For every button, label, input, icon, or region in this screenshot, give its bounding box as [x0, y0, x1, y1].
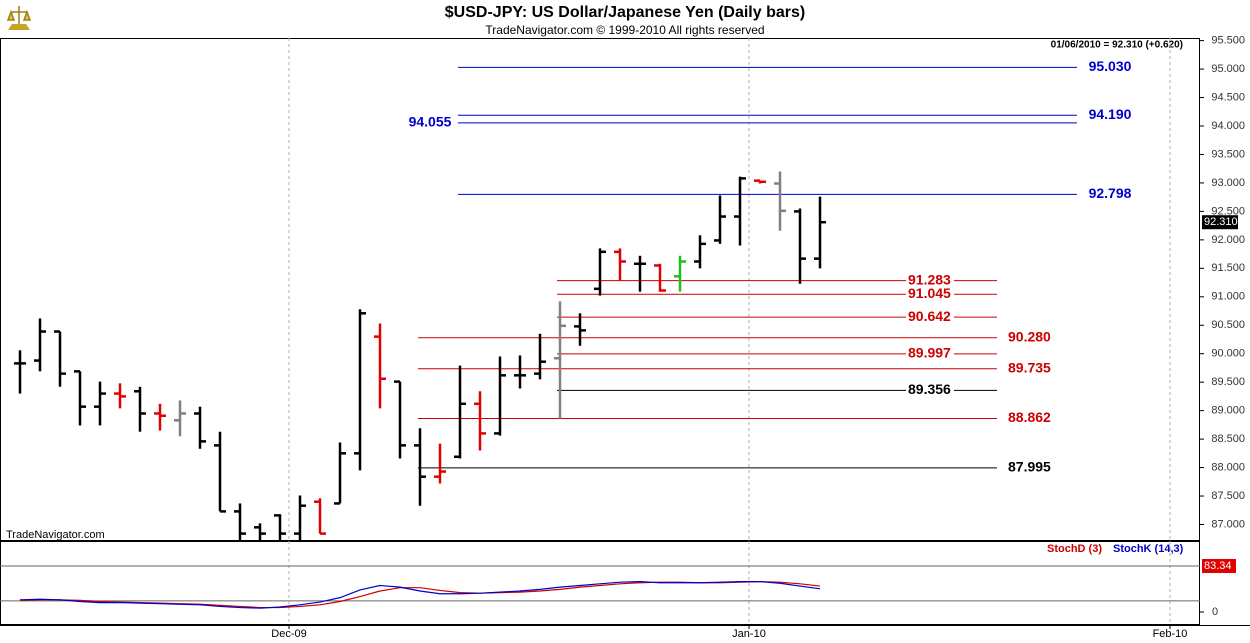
label-background	[906, 383, 954, 398]
y-tick-label: 91.000	[1211, 291, 1245, 303]
overlay: 87.000 87.500 88.000 88.500 89.000 89.500 90.0…	[271, 35, 1245, 640]
y-tick-label: 93.500	[1211, 148, 1245, 160]
level-label: 92.798	[1089, 185, 1132, 201]
logo	[6, 6, 32, 30]
watermark: TradeNavigator.com	[6, 529, 105, 541]
stoch-plot	[0, 541, 1200, 625]
level-label: 94.055	[409, 114, 452, 130]
last-price-label: 92.310	[1204, 216, 1238, 228]
chart-title: $USD-JPY: US Dollar/Japanese Yen (Daily …	[445, 4, 805, 21]
y-tick-label: 92.500	[1211, 205, 1245, 217]
y-tick-label: 95.500	[1211, 35, 1245, 47]
level-label: 89.997	[908, 345, 951, 361]
x-tick-label: Feb-10	[1153, 628, 1188, 640]
main-panel	[0, 38, 1200, 541]
level-label: 89.356	[908, 381, 951, 397]
level-label: 90.280	[1008, 328, 1051, 344]
y-tick-box	[1202, 558, 1236, 573]
y-tick-label: 83.34	[1204, 560, 1232, 572]
y-tick-label: 87.500	[1211, 490, 1245, 502]
y-tick-label: 89.000	[1211, 405, 1245, 417]
y-tick-label: 0	[1212, 606, 1218, 618]
y-tick-label: 88.000	[1211, 461, 1245, 473]
level-label: 89.735	[1008, 360, 1051, 376]
y-tick-label: 90.500	[1211, 319, 1245, 331]
level-label: 94.190	[1089, 106, 1132, 122]
y-tick-label: 94.000	[1211, 120, 1245, 132]
chart-subtitle: TradeNavigator.com © 1999-2010 All right…	[485, 23, 764, 37]
last-price-box	[1202, 215, 1238, 230]
label-background	[906, 273, 954, 288]
legend-entry: StochD (3)	[1047, 543, 1102, 555]
y-tick-label: 95.000	[1211, 63, 1245, 75]
level-label: 90.642	[908, 308, 951, 324]
y-tick-label: 89.500	[1211, 376, 1245, 388]
y-tick-label: 91.500	[1211, 262, 1245, 274]
y-tick-label: 92.000	[1211, 234, 1245, 246]
stoch-line	[19, 581, 821, 609]
y-tick-label: 90.000	[1211, 348, 1245, 360]
label-background	[906, 287, 954, 302]
y-tick-label: 87.000	[1211, 518, 1245, 530]
label-background	[906, 346, 954, 361]
level-label: 87.995	[1008, 459, 1051, 475]
stoch-panel	[0, 541, 1200, 625]
legend-entry: StochK (14,3)	[1113, 543, 1184, 555]
y-tick-label: 94.500	[1211, 91, 1245, 103]
level-label: 91.283	[908, 271, 951, 287]
level-label: 91.045	[908, 285, 951, 301]
quote-info: 01/06/2010 = 92.310 (+0.620)	[1051, 40, 1183, 51]
x-tick-label: Dec-09	[271, 628, 306, 640]
y-tick-label: 88.500	[1211, 433, 1245, 445]
level-label: 95.030	[1089, 58, 1132, 74]
x-tick-label: Jan-10	[732, 628, 766, 640]
y-tick-label: 93.000	[1211, 177, 1245, 189]
label-background	[906, 310, 954, 325]
level-label: 88.862	[1008, 409, 1051, 425]
